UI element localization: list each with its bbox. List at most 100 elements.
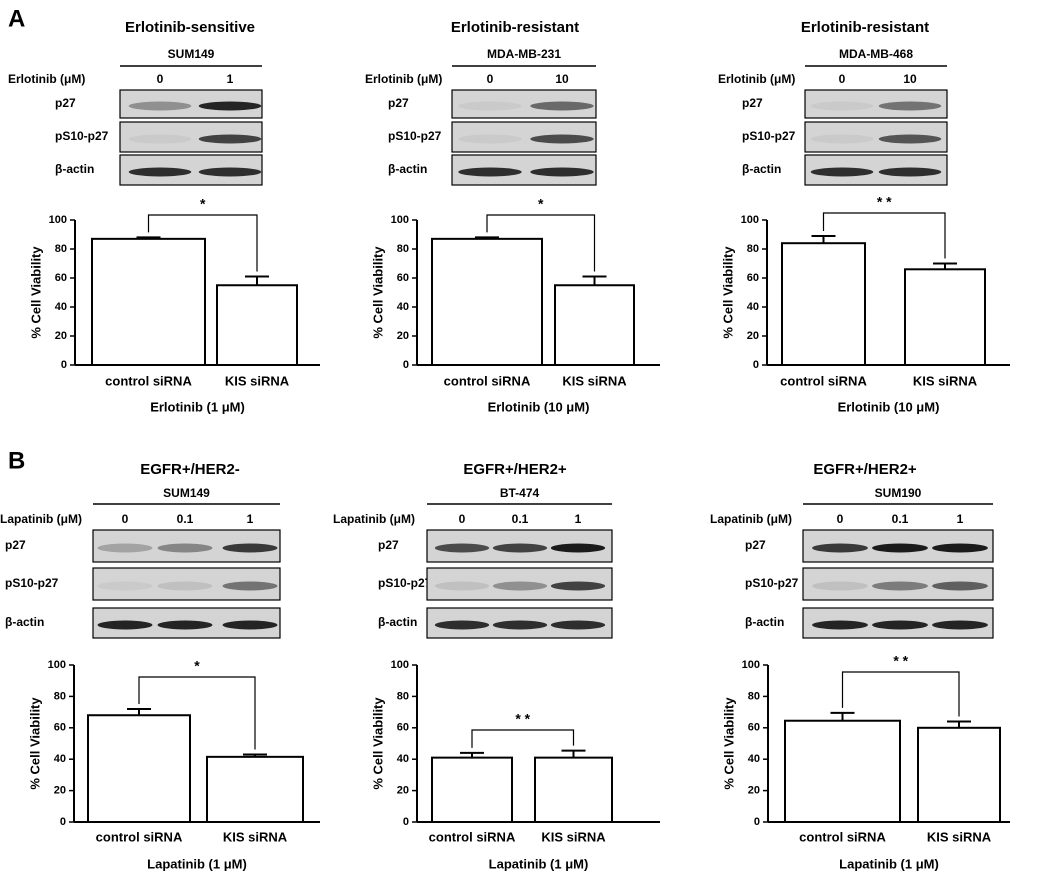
y-tick-label: 60: [748, 722, 760, 734]
y-tick-label: 60: [397, 722, 409, 734]
error-bar: [245, 275, 269, 286]
dose-label: 0: [837, 512, 844, 526]
bar: [917, 726, 1001, 823]
treatment-label: Erlotinib (μM): [718, 72, 795, 86]
bar: [554, 284, 635, 366]
y-tick-label: 20: [397, 785, 409, 797]
x-tick-label: KIS siRNA: [927, 829, 992, 844]
x-tick-label: control siRNA: [429, 829, 516, 844]
band: [878, 134, 942, 144]
error-bar: [127, 707, 151, 716]
significance-bracket: [138, 676, 256, 750]
y-tick-label: 100: [742, 659, 760, 671]
x-axis-label: Lapatinib (1 μM): [147, 856, 247, 871]
dose-label: 0: [157, 72, 164, 86]
band: [872, 581, 928, 591]
x-tick-label: KIS siRNA: [562, 373, 627, 388]
band: [878, 167, 942, 177]
treatment-label: Lapatinib (μM): [0, 512, 82, 526]
band: [458, 134, 522, 144]
y-tick-label: 60: [55, 272, 67, 284]
error-bar: [561, 749, 586, 758]
band: [458, 101, 522, 111]
error-bar: [933, 262, 957, 270]
y-tick-label: 40: [747, 301, 759, 313]
significance: *: [194, 658, 200, 674]
band: [812, 620, 868, 630]
subpanel-title: Erlotinib-resistant: [451, 19, 579, 36]
blot-row-label: β-actin: [742, 162, 781, 176]
y-tick-label: 80: [55, 243, 67, 255]
blot-row-label: β-actin: [745, 615, 784, 629]
y-axis-label: % Cell Viability: [721, 697, 736, 790]
band: [128, 101, 192, 111]
y-tick-label: 60: [54, 722, 66, 734]
y-tick-label: 100: [391, 214, 409, 226]
error-bar: [136, 236, 161, 239]
band: [530, 167, 594, 177]
dose-label: 0: [122, 512, 129, 526]
band: [198, 134, 262, 144]
dose-label: 0.1: [177, 512, 194, 526]
band: [492, 620, 548, 630]
x-tick-label: control siRNA: [105, 373, 192, 388]
bar: [216, 284, 298, 366]
band: [932, 543, 988, 553]
band: [810, 167, 874, 177]
x-tick-label: control siRNA: [780, 373, 867, 388]
band: [222, 620, 278, 630]
band: [97, 620, 153, 630]
significance: * *: [515, 711, 530, 727]
y-tick-label: 20: [55, 330, 67, 342]
bar: [91, 237, 206, 367]
dose-label: 1: [575, 512, 582, 526]
y-axis-label: % Cell Viability: [28, 246, 43, 339]
significance-bracket: [147, 214, 258, 272]
y-tick-label: 80: [747, 243, 759, 255]
bar: [206, 755, 304, 823]
significance: * *: [877, 194, 892, 210]
bar: [904, 268, 986, 366]
blot-row-label: p27: [745, 538, 766, 552]
x-tick-label: KIS siRNA: [225, 373, 290, 388]
x-axis-label: Lapatinib (1 μM): [839, 856, 939, 871]
treatment-label: Erlotinib (μM): [365, 72, 442, 86]
bar: [431, 756, 513, 824]
bar: [534, 756, 613, 824]
y-axis-label: % Cell Viability: [27, 697, 42, 790]
significance-bracket: [486, 214, 596, 272]
dose-label: 0: [839, 72, 846, 86]
band: [157, 581, 213, 591]
band: [550, 581, 606, 591]
blot-row-label: β-actin: [388, 162, 427, 176]
y-tick-label: 40: [397, 753, 409, 765]
blot-row-label: p27: [378, 538, 399, 552]
bar: [781, 242, 866, 366]
cell-line: SUM190: [875, 486, 922, 500]
band: [128, 167, 192, 177]
band: [198, 101, 262, 111]
y-tick-label: 20: [748, 785, 760, 797]
dose-label: 1: [957, 512, 964, 526]
band: [932, 581, 988, 591]
band: [222, 543, 278, 553]
band: [492, 543, 548, 553]
error-bar: [582, 275, 607, 286]
band: [458, 167, 522, 177]
y-tick-label: 0: [403, 816, 409, 828]
x-tick-label: control siRNA: [799, 829, 886, 844]
blot-row-label: pS10-p27: [388, 129, 442, 143]
band: [97, 543, 153, 553]
dose-label: 1: [247, 512, 254, 526]
blot-row-label: pS10-p27: [745, 576, 799, 590]
cell-line: BT-474: [500, 486, 540, 500]
band: [97, 581, 153, 591]
y-tick-label: 0: [753, 359, 759, 371]
band: [550, 543, 606, 553]
y-tick-label: 40: [55, 301, 67, 313]
error-bar: [811, 234, 836, 244]
significance: *: [200, 196, 206, 212]
dose-label: 0: [487, 72, 494, 86]
y-tick-label: 100: [49, 214, 67, 226]
